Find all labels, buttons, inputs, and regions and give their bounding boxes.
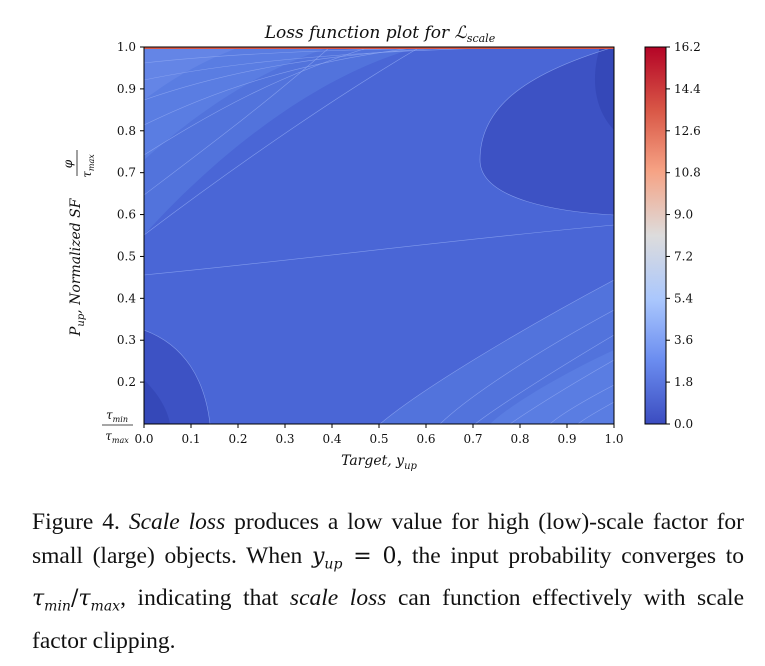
contour-line bbox=[577, 401, 614, 424]
y-tick-label: 0.7 bbox=[117, 166, 136, 180]
x-tick-label: 0.9 bbox=[557, 432, 576, 446]
colorbar-tick-label: 16.2 bbox=[674, 40, 701, 54]
caption-text-4: can function effectively with scale fact… bbox=[32, 585, 744, 654]
colorbar-tick-label: 1.8 bbox=[674, 375, 693, 389]
contour-min-core-bottom-left bbox=[144, 380, 170, 424]
colorbar-tick-label: 0.0 bbox=[674, 417, 693, 431]
caption-math-2: τmin/τmax bbox=[32, 586, 121, 615]
contour-plot bbox=[144, 47, 614, 424]
contour-line bbox=[144, 224, 614, 276]
caption-text-3: , indicating that bbox=[120, 585, 290, 612]
svg-text:τmax: τmax bbox=[105, 429, 129, 445]
y-tick-label: 0.3 bbox=[117, 333, 136, 347]
contour-line bbox=[144, 47, 371, 156]
y-axis-min-label: τmin τmax bbox=[102, 408, 133, 445]
colorbar-tick-label: 10.8 bbox=[674, 166, 701, 180]
y-axis-ticks: 0.2 0.3 0.4 0.5 0.6 0.7 0.8 0.9 1.0 bbox=[117, 40, 144, 389]
contour-high-loss-edge bbox=[144, 47, 614, 49]
y-axis-title: Pup, Normalized SF φ τmax bbox=[61, 150, 96, 337]
contour-line bbox=[144, 47, 471, 101]
svg-text:Pup, Normalized SF: Pup, Normalized SF bbox=[68, 197, 87, 337]
colorbar-tick-label: 12.6 bbox=[674, 124, 701, 138]
colorbar-tick-label: 14.4 bbox=[674, 82, 701, 96]
x-axis-title: Target, yup bbox=[341, 453, 417, 472]
caption-emphasis-2: scale loss bbox=[289, 585, 387, 612]
y-tick-label: 0.9 bbox=[117, 82, 136, 96]
chart-title: Loss function plot for ℒscale bbox=[264, 23, 496, 45]
x-tick-label: 1.0 bbox=[604, 432, 623, 446]
svg-text:τmax: τmax bbox=[80, 154, 96, 178]
svg-text:φ: φ bbox=[61, 159, 75, 168]
y-tick-label: 0.8 bbox=[117, 124, 136, 138]
colorbar-tick-label: 3.6 bbox=[674, 333, 693, 347]
x-tick-label: 0.6 bbox=[416, 432, 435, 446]
y-tick-label: 0.6 bbox=[117, 208, 136, 222]
x-axis-ticks: 0.0 0.1 0.2 0.3 0.4 0.5 0.6 0.7 0.8 0.9 1.0 bbox=[134, 424, 624, 446]
contour-line bbox=[549, 384, 614, 424]
contour-line bbox=[439, 309, 614, 424]
contour-band-top-left-2 bbox=[144, 47, 330, 160]
contour-line bbox=[379, 279, 614, 424]
contour-line bbox=[474, 334, 614, 424]
contour-min-lobe-top-right bbox=[480, 47, 614, 215]
caption-text-1: produces a low value for high (low)-scal… bbox=[32, 509, 745, 569]
caption-math-1: yup = 0 bbox=[311, 544, 397, 573]
x-tick-label: 0.3 bbox=[275, 432, 294, 446]
figure-caption: Figure 4. Scale loss produces a low valu… bbox=[32, 505, 744, 658]
contour-line bbox=[479, 47, 614, 216]
contour-regions bbox=[144, 47, 614, 424]
caption-figure-label: Figure 4. bbox=[32, 509, 120, 535]
colorbar-tick-label: 9.0 bbox=[674, 208, 693, 222]
x-tick-label: 0.2 bbox=[228, 432, 247, 446]
contour-min-core-top-right bbox=[594, 47, 614, 130]
x-tick-label: 0.5 bbox=[369, 432, 388, 446]
y-tick-label: 0.4 bbox=[117, 291, 136, 305]
y-tick-label: 0.2 bbox=[117, 375, 136, 389]
colorbar bbox=[644, 46, 667, 425]
contour-band-bottom-right-2 bbox=[490, 350, 614, 424]
svg-text:τmin: τmin bbox=[106, 408, 128, 424]
y-tick-label: 1.0 bbox=[117, 40, 136, 54]
x-tick-label: 0.4 bbox=[322, 432, 341, 446]
y-tick-label: 0.5 bbox=[117, 249, 136, 263]
x-tick-label: 0.7 bbox=[463, 432, 482, 446]
x-tick-label: 0.0 bbox=[134, 432, 153, 446]
x-tick-label: 0.1 bbox=[181, 432, 200, 446]
colorbar-ticks: 0.0 1.8 3.6 5.4 7.2 9.0 10.8 12.6 14.4 16.2 bbox=[666, 40, 701, 431]
contour-line bbox=[144, 47, 421, 126]
caption-text-2: , the input probability converges to bbox=[396, 543, 745, 569]
caption-emphasis-1: Scale loss bbox=[128, 509, 226, 535]
loss-figure: Loss function plot for ℒscale 0.0 0.1 0.2 0… bbox=[61, 23, 701, 472]
x-tick-label: 0.8 bbox=[510, 432, 529, 446]
contour-line bbox=[509, 359, 614, 424]
colorbar-tick-label: 7.2 bbox=[674, 249, 693, 263]
contour-line bbox=[144, 329, 211, 424]
contour-line bbox=[144, 47, 421, 236]
colorbar-tick-label: 5.4 bbox=[674, 291, 693, 305]
contour-line bbox=[144, 47, 331, 196]
